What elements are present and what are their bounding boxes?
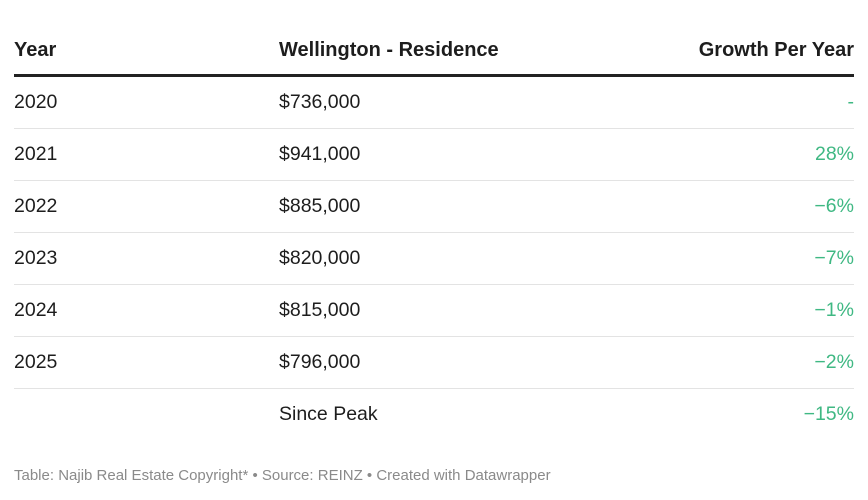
table-row: 2021 $941,000 28% <box>14 128 854 181</box>
data-table: Year Wellington - Residence Growth Per Y… <box>14 27 854 440</box>
summary-row: Since Peak −15% <box>14 389 854 441</box>
table-row: 2023 $820,000 −7% <box>14 232 854 285</box>
price-cell: $820,000 <box>279 232 609 285</box>
growth-cell: −7% <box>609 232 854 285</box>
price-cell: $885,000 <box>279 180 609 233</box>
year-cell: 2024 <box>14 284 279 337</box>
year-cell-empty <box>14 389 279 441</box>
column-header-residence: Wellington - Residence <box>279 27 609 77</box>
growth-cell: −6% <box>609 180 854 233</box>
table-row: 2024 $815,000 −1% <box>14 284 854 337</box>
since-peak-growth-cell: −15% <box>803 403 854 425</box>
growth-cell: - <box>609 75 854 129</box>
year-cell: 2025 <box>14 336 279 389</box>
growth-cell: −1% <box>609 284 854 337</box>
header-row: Year Wellington - Residence Growth Per Y… <box>14 27 854 77</box>
table-row: 2022 $885,000 −6% <box>14 180 854 233</box>
table-row: 2020 $736,000 - <box>14 75 854 129</box>
column-header-year: Year <box>14 27 279 77</box>
table-row: 2025 $796,000 −2% <box>14 336 854 389</box>
price-cell: $736,000 <box>279 75 609 129</box>
year-cell: 2022 <box>14 180 279 233</box>
table-footer-credits: Table: Najib Real Estate Copyright* • So… <box>14 467 551 484</box>
year-cell: 2020 <box>14 75 279 129</box>
growth-cell: 28% <box>609 128 854 181</box>
price-cell: $796,000 <box>279 336 609 389</box>
column-header-growth: Growth Per Year <box>609 27 854 77</box>
year-cell: 2021 <box>14 128 279 181</box>
year-cell: 2023 <box>14 232 279 285</box>
price-cell: $815,000 <box>279 284 609 337</box>
since-peak-label: Since Peak <box>279 403 378 425</box>
growth-cell: −2% <box>609 336 854 389</box>
price-cell: $941,000 <box>279 128 609 181</box>
